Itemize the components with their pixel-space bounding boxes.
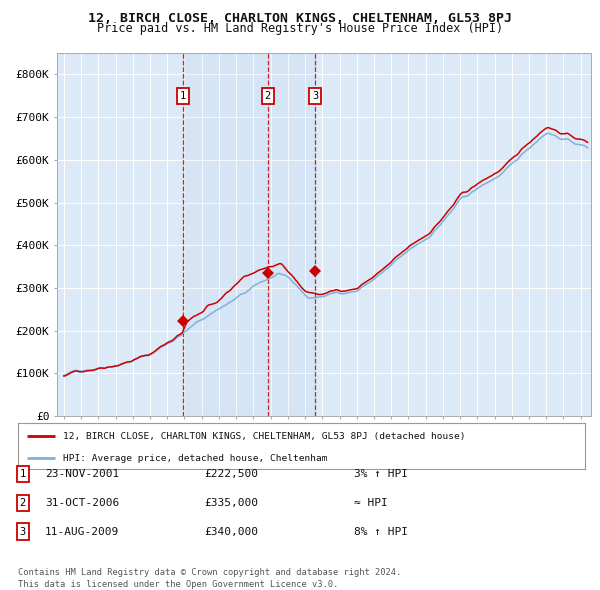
Text: 12, BIRCH CLOSE, CHARLTON KINGS, CHELTENHAM, GL53 8PJ (detached house): 12, BIRCH CLOSE, CHARLTON KINGS, CHELTEN… (64, 432, 466, 441)
Text: 3% ↑ HPI: 3% ↑ HPI (354, 469, 408, 478)
Text: 3: 3 (20, 527, 26, 536)
Text: ≈ HPI: ≈ HPI (354, 498, 388, 507)
Text: £335,000: £335,000 (204, 498, 258, 507)
Text: 23-NOV-2001: 23-NOV-2001 (45, 469, 119, 478)
Text: Price paid vs. HM Land Registry's House Price Index (HPI): Price paid vs. HM Land Registry's House … (97, 22, 503, 35)
Text: 2: 2 (265, 91, 271, 101)
Text: £340,000: £340,000 (204, 527, 258, 536)
Text: 11-AUG-2009: 11-AUG-2009 (45, 527, 119, 536)
Bar (183, 53, 316, 416)
Text: 2: 2 (20, 498, 26, 507)
Text: 1: 1 (179, 91, 186, 101)
Text: Contains HM Land Registry data © Crown copyright and database right 2024.
This d: Contains HM Land Registry data © Crown c… (18, 568, 401, 589)
Text: 1: 1 (20, 469, 26, 478)
Text: £222,500: £222,500 (204, 469, 258, 478)
Text: 31-OCT-2006: 31-OCT-2006 (45, 498, 119, 507)
Text: HPI: Average price, detached house, Cheltenham: HPI: Average price, detached house, Chel… (64, 454, 328, 463)
Text: 12, BIRCH CLOSE, CHARLTON KINGS, CHELTENHAM, GL53 8PJ: 12, BIRCH CLOSE, CHARLTON KINGS, CHELTEN… (88, 12, 512, 25)
Text: 3: 3 (312, 91, 319, 101)
Text: 8% ↑ HPI: 8% ↑ HPI (354, 527, 408, 536)
